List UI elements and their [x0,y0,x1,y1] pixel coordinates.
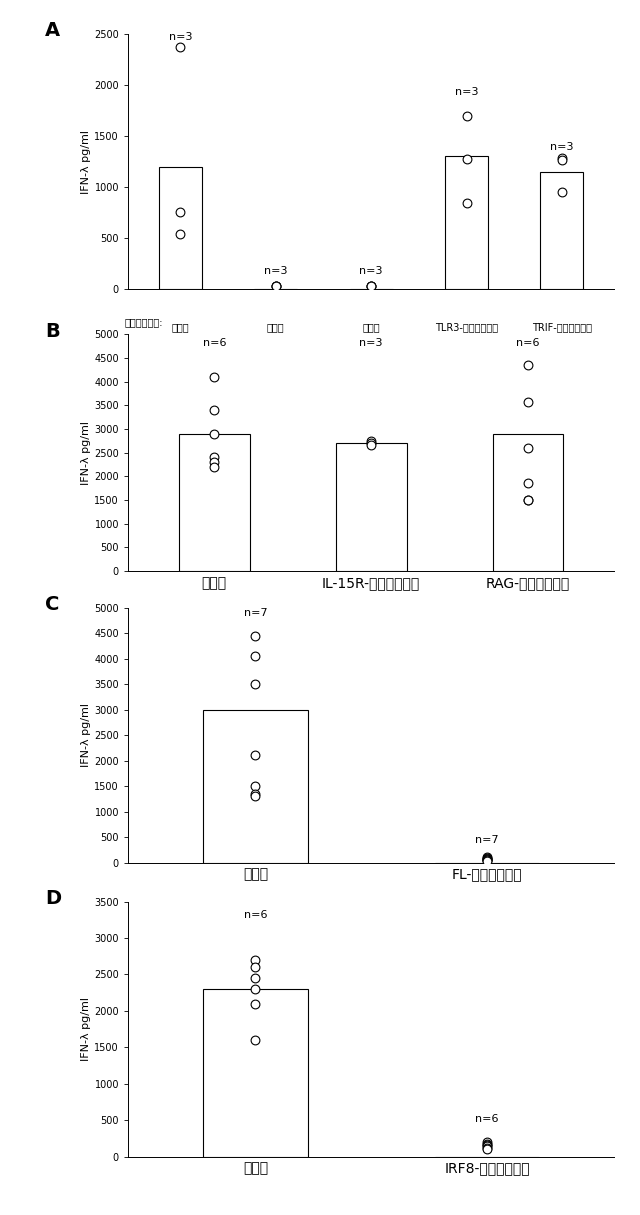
Point [209,424,220,443]
Text: 骨髄:: 骨髄: [148,352,163,363]
Point [250,646,260,666]
Point [250,950,260,970]
Bar [541,171,584,289]
Point [366,436,376,456]
Text: n=6: n=6 [516,338,540,349]
Text: 野生型: 野生型 [553,356,571,366]
Point [209,452,220,471]
Point [482,1132,492,1152]
Text: TLR3-ノックアウト: TLR3-ノックアウト [244,356,307,366]
Text: レシピエント:: レシピエント: [125,317,163,327]
Text: C: C [45,595,60,614]
Point [523,439,533,458]
Point [175,202,186,221]
Point [366,276,376,295]
Y-axis label: IFN-λ pg/ml: IFN-λ pg/ml [81,130,92,193]
Text: n=3: n=3 [360,338,383,349]
Text: 野生型: 野生型 [362,322,380,333]
Bar [159,166,202,289]
Point [461,193,472,213]
Point [482,1138,492,1158]
Point [209,400,220,419]
Point [523,490,533,510]
Text: n=3: n=3 [360,266,383,276]
Text: 野生型: 野生型 [267,322,285,333]
Bar [204,989,307,1157]
Point [523,355,533,374]
Point [557,182,567,202]
Point [271,276,281,295]
Point [523,474,533,493]
Point [482,850,492,870]
Point [482,850,492,870]
Text: n=7: n=7 [244,608,268,617]
Point [482,1137,492,1157]
Point [250,786,260,806]
Text: n=6: n=6 [244,910,267,920]
Point [250,674,260,694]
Text: TRIF-ノックアウト: TRIF-ノックアウト [532,322,592,333]
Point [250,776,260,796]
Text: B: B [45,322,60,341]
Y-axis label: IFN-λ pg/ml: IFN-λ pg/ml [81,998,92,1061]
Text: n=3: n=3 [264,266,287,276]
Point [482,847,492,866]
Point [482,1135,492,1154]
Text: n=3: n=3 [169,32,192,43]
Point [482,1134,492,1153]
Point [366,434,376,453]
Text: n=7: n=7 [475,835,499,844]
Point [250,746,260,765]
Text: 野生型: 野生型 [172,322,189,333]
Point [482,849,492,869]
Bar [204,710,307,863]
Point [271,276,281,295]
Text: n=6: n=6 [202,338,226,349]
Point [175,38,186,57]
Bar [336,443,406,571]
Text: TLR3-ノックアウト: TLR3-ノックアウト [435,322,498,333]
Point [250,1030,260,1050]
Y-axis label: IFN-λ pg/ml: IFN-λ pg/ml [81,703,92,767]
Point [209,457,220,476]
Bar [445,157,488,289]
Y-axis label: IFN-λ pg/ml: IFN-λ pg/ml [81,420,92,485]
Point [175,225,186,244]
Text: n=3: n=3 [455,87,478,97]
Point [482,1140,492,1159]
Point [461,148,472,168]
Point [482,848,492,868]
Point [366,431,376,451]
Text: n=3: n=3 [550,142,573,152]
Point [250,979,260,999]
Point [250,994,260,1013]
Text: 野生型: 野生型 [172,356,189,366]
Bar [179,434,250,571]
Text: TRIF-ノックアウト: TRIF-ノックアウト [341,356,401,366]
Point [250,957,260,977]
Point [209,367,220,386]
Text: D: D [45,889,61,908]
Point [523,490,533,510]
Point [271,276,281,295]
Point [209,447,220,467]
Text: 野生型: 野生型 [458,356,476,366]
Point [523,392,533,412]
Point [366,276,376,295]
Point [250,626,260,645]
Point [461,106,472,125]
Point [250,784,260,803]
Point [482,849,492,869]
Point [250,968,260,988]
Bar [493,434,563,571]
Point [482,849,492,869]
Point [557,148,567,168]
Point [557,151,567,170]
Text: n=6: n=6 [476,1114,499,1124]
Text: A: A [45,22,60,40]
Point [366,276,376,295]
